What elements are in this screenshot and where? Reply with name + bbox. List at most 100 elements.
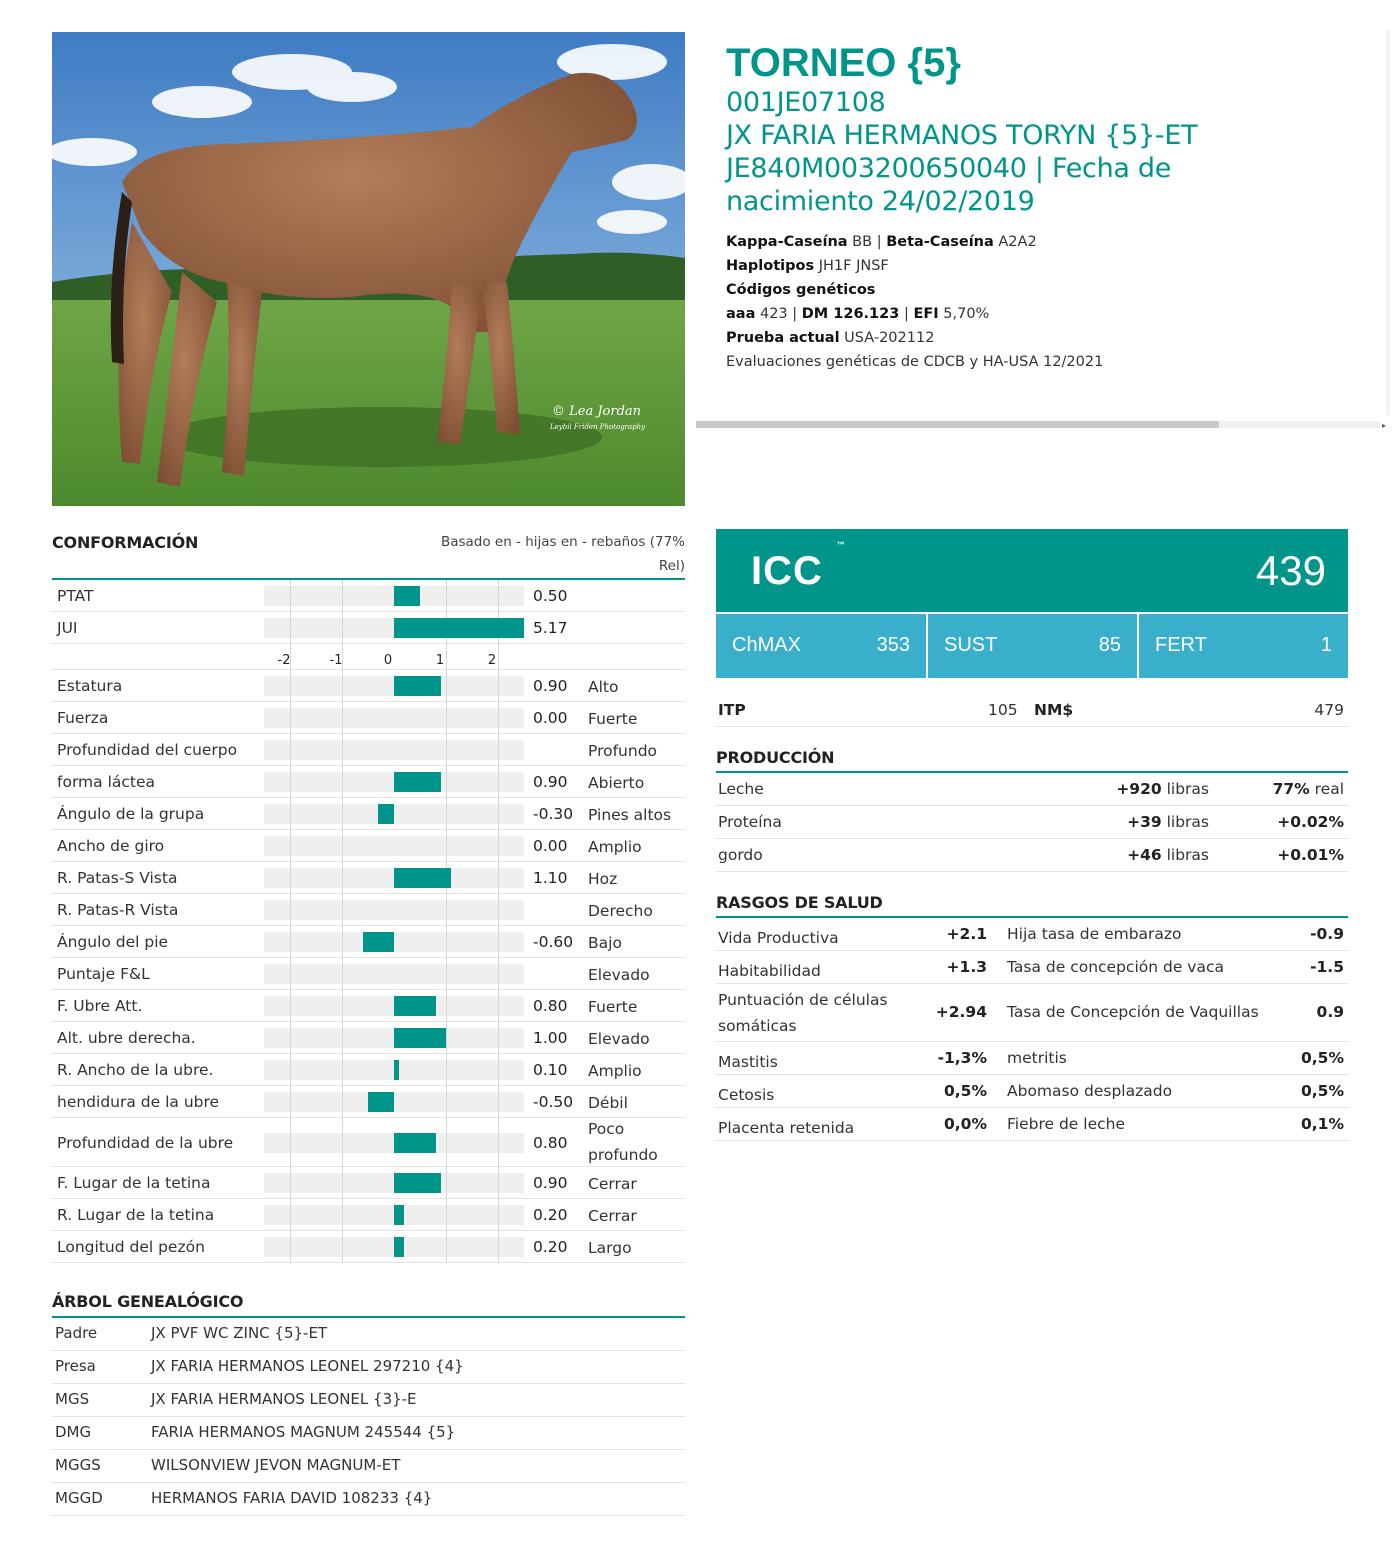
grid-line xyxy=(498,990,499,1022)
trait-bar xyxy=(394,1060,400,1080)
production-number: +39 xyxy=(1127,813,1162,831)
photo-credit-sub: Leybil Friden Photography xyxy=(549,423,646,431)
trait-bar-track xyxy=(264,964,524,984)
grid-line xyxy=(342,1167,343,1199)
genetic-codes-label: Códigos genéticos xyxy=(726,282,876,298)
health-row: Puntuación de células somáticas +2.94 Tasa… xyxy=(716,984,1348,1042)
grid-line xyxy=(498,580,499,612)
sub-index-sust: SUST 85 xyxy=(928,614,1137,678)
itp-label: ITP xyxy=(718,701,746,719)
grid-line xyxy=(498,1199,499,1231)
grid-line xyxy=(446,1086,447,1118)
health-rule xyxy=(716,916,1348,918)
pedigree-value: HERMANOS FARIA DAVID 108233 {4} xyxy=(151,1489,433,1507)
scroll-right-arrow-icon[interactable]: ▸ xyxy=(1381,421,1386,430)
trait-rows: Estatura 0.90 Alto Fuerza 0.00 Fuerte Profundi… xyxy=(52,670,685,1263)
grid-line xyxy=(342,1118,343,1167)
trait-label: hendidura de la ubre xyxy=(57,1093,220,1111)
conformation-row: Ancho de giro 0.00 Amplio xyxy=(52,830,685,862)
grid-line xyxy=(498,702,499,734)
scrollbar-thumb[interactable] xyxy=(696,421,1219,428)
trait-label: Puntaje F&L xyxy=(57,965,150,983)
trait-bar xyxy=(394,1205,405,1225)
trait-bar-track xyxy=(264,900,524,920)
haplotypes-line: Haplotipos JH1F JNSF xyxy=(726,258,889,274)
trait-label: R. Lugar de la tetina xyxy=(57,1206,215,1224)
pedigree-row: DMG FARIA HERMANOS MAGNUM 245544 {5} xyxy=(52,1417,685,1450)
production-label: gordo xyxy=(718,846,763,864)
trait-label: R. Patas-S Vista xyxy=(57,869,178,887)
grid-line xyxy=(290,612,291,644)
trait-label: R. Ancho de la ubre. xyxy=(57,1061,214,1079)
grid-line xyxy=(446,990,447,1022)
bull-photo: © Lea Jordan Leybil Friden Photography xyxy=(52,32,685,506)
conformation-row: Ángulo del pie -0.60 Bajo xyxy=(52,926,685,958)
trait-description: Débil xyxy=(588,1094,628,1112)
grid-line xyxy=(498,958,499,990)
trait-value: 0.10 xyxy=(533,1061,568,1079)
trait-label: JUI xyxy=(57,619,78,637)
trait-bar-track xyxy=(264,932,524,952)
production-extra: +0.02% xyxy=(1277,813,1344,831)
axis-tick-label: 1 xyxy=(435,653,445,668)
grid-line xyxy=(342,990,343,1022)
trait-description: Cerrar xyxy=(588,1207,637,1225)
grid-line xyxy=(446,734,447,766)
pedigree-key: MGGS xyxy=(55,1456,101,1474)
conformation-row: F. Ubre Att. 0.80 Fuerte xyxy=(52,990,685,1022)
summary-rows: PTAT 0.50 JUI 5.17 xyxy=(52,580,685,644)
grid-line xyxy=(498,670,499,702)
trait-label: Profundidad de la ubre xyxy=(57,1134,234,1152)
pedigree-value: JX FARIA HERMANOS LEONEL {3}-E xyxy=(151,1390,417,1408)
trait-value: 0.20 xyxy=(533,1206,568,1224)
health-row: Mastitis -1,3% metritis 0,5% xyxy=(716,1042,1348,1075)
health-label: Tasa de concepción de vaca xyxy=(1007,958,1224,976)
pedigree-value: JX FARIA HERMANOS LEONEL 297210 {4} xyxy=(151,1357,464,1375)
conformation-axis: -2 -1 0 1 2 xyxy=(52,644,685,670)
trait-bar xyxy=(378,804,394,824)
health-value: -0.9 xyxy=(1310,925,1344,943)
trait-value: -0.50 xyxy=(533,1093,574,1111)
grid-line xyxy=(498,1118,499,1167)
pedigree-key: Presa xyxy=(55,1357,96,1375)
grid-line xyxy=(498,1231,499,1263)
conformation-row: R. Patas-R Vista Derecho xyxy=(52,894,685,926)
conformation-row: R. Patas-S Vista 1.10 Hoz xyxy=(52,862,685,894)
grid-line xyxy=(446,580,447,612)
trait-label: Estatura xyxy=(57,677,123,695)
trait-value: 1.00 xyxy=(533,1029,568,1047)
production-row: Proteína +39 libras +0.02% xyxy=(716,806,1348,839)
sub-index-name: FERT xyxy=(1155,634,1207,656)
pedigree-table: Padre JX PVF WC ZINC {5}-ET Presa JX FARIA … xyxy=(52,1318,685,1516)
production-title: PRODUCCIÓN xyxy=(716,748,835,767)
itp-value: 105 xyxy=(988,701,1018,719)
header-vertical-scrollbar[interactable] xyxy=(1386,30,1390,415)
sub-index-value: 353 xyxy=(876,634,910,656)
trait-label: R. Patas-R Vista xyxy=(57,901,179,919)
grid-line xyxy=(446,958,447,990)
health-value: 0,5% xyxy=(944,1082,987,1100)
grid-line xyxy=(342,830,343,862)
codes-line: aaa 423 | DM 126.123 | EFI 5,70% xyxy=(726,306,990,322)
grid-line xyxy=(498,734,499,766)
grid-line xyxy=(446,894,447,926)
grid-line xyxy=(342,734,343,766)
sub-index-value: 1 xyxy=(1320,634,1332,656)
trait-bar xyxy=(394,1173,441,1193)
header-horizontal-scrollbar[interactable]: ▸ xyxy=(696,421,1386,430)
trait-description: Fuerte xyxy=(588,998,638,1016)
pedigree-row: Padre JX PVF WC ZINC {5}-ET xyxy=(52,1318,685,1351)
trait-bar-track xyxy=(264,804,524,824)
trait-description: Largo xyxy=(588,1239,632,1257)
photo-credit: © Lea Jordan xyxy=(552,404,641,419)
bull-code: 001JE07108 xyxy=(726,87,886,118)
production-extra: 77% real xyxy=(1273,780,1344,798)
conformation-row: Fuerza 0.00 Fuerte xyxy=(52,702,685,734)
production-unit: libras xyxy=(1166,846,1209,864)
health-title: RASGOS DE SALUD xyxy=(716,893,883,912)
grid-line xyxy=(446,1231,447,1263)
grid-line xyxy=(290,644,291,670)
health-value: 0,5% xyxy=(1301,1082,1344,1100)
current-test-line: Prueba actual USA-202112 xyxy=(726,330,935,346)
axis-tick-label: 0 xyxy=(383,653,393,668)
